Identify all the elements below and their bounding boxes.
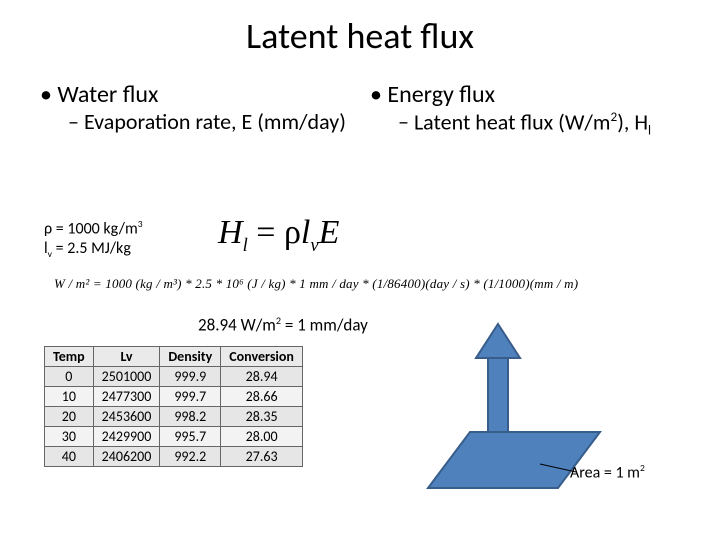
slide-title: Latent heat flux <box>0 0 720 58</box>
col-lv: Lv <box>93 347 160 367</box>
table-cell: 27.63 <box>221 447 303 467</box>
table-cell: 0 <box>45 367 94 387</box>
table-cell: 998.2 <box>160 407 221 427</box>
col-temp: Temp <box>45 347 94 367</box>
water-flux-heading: Water flux <box>40 80 350 109</box>
energy-flux-sub: Latent heat flux (W/m2), Hl <box>370 109 680 138</box>
constants-block: ρ = 1000 kg/m3 lv = 2.5 MJ/kg <box>44 218 143 261</box>
table-row: 302429900995.728.00 <box>45 427 303 447</box>
table-cell: 40 <box>45 447 94 467</box>
table-cell: 20 <box>45 407 94 427</box>
conversion-table: Temp Lv Density Conversion 02501000999.9… <box>44 346 303 467</box>
right-column: Energy flux Latent heat flux (W/m2), Hl <box>370 80 680 138</box>
table-cell: 28.00 <box>221 427 303 447</box>
eq-equals: = <box>248 214 284 251</box>
table-cell: 999.9 <box>160 367 221 387</box>
col-density: Density <box>160 347 221 367</box>
table-header-row: Temp Lv Density Conversion <box>45 347 303 367</box>
main-equation: Hl = ρlvE <box>218 214 339 257</box>
eq-E: E <box>319 214 340 251</box>
eq-rho: ρ <box>284 214 301 251</box>
conv-pre: 28.94 W/m <box>198 315 276 336</box>
table-cell: 992.2 <box>160 447 221 467</box>
conv-post: = 1 mm/day <box>281 315 368 336</box>
up-arrow-icon <box>476 324 520 432</box>
rho-sup: 3 <box>138 218 143 230</box>
flux-diagram-svg <box>380 320 680 520</box>
table-cell: 30 <box>45 427 94 447</box>
table-cell: 2477300 <box>93 387 160 407</box>
two-column-bullets: Water flux Evaporation rate, E (mm/day) … <box>0 58 720 138</box>
table-cell: 995.7 <box>160 427 221 447</box>
col-conversion: Conversion <box>221 347 303 367</box>
table-cell: 2453600 <box>93 407 160 427</box>
eq-H: H <box>218 214 243 251</box>
lv-post: = 2.5 MJ/kg <box>52 239 131 258</box>
eq-lvv: v <box>310 235 318 256</box>
table-cell: 28.35 <box>221 407 303 427</box>
table-cell: 2406200 <box>93 447 160 467</box>
table-row: 202453600998.228.35 <box>45 407 303 427</box>
area-label: Area = 1 m2 <box>570 462 645 482</box>
energy-flux-heading: Energy flux <box>370 80 680 109</box>
table-row: 102477300999.728.66 <box>45 387 303 407</box>
table-cell: 28.66 <box>221 387 303 407</box>
ef-sub-post: ), H <box>617 108 648 135</box>
lv-line: lv = 2.5 MJ/kg <box>44 239 143 260</box>
eq-lvl: l <box>301 214 310 251</box>
rho-line: ρ = 1000 kg/m3 <box>44 218 143 239</box>
flux-diagram <box>380 320 680 520</box>
table-cell: 2501000 <box>93 367 160 387</box>
left-column: Water flux Evaporation rate, E (mm/day) <box>40 80 350 138</box>
table-cell: 28.94 <box>221 367 303 387</box>
ef-sub-pre: Latent heat flux (W/m <box>414 108 611 135</box>
table-cell: 999.7 <box>160 387 221 407</box>
table-row: 402406200992.227.63 <box>45 447 303 467</box>
rho-text: ρ = 1000 kg/m <box>44 219 138 238</box>
area-sup: 2 <box>640 462 645 474</box>
unit-conversion-line: W / m² = 1000 (kg / m³) * 2.5 * 10⁶ (J /… <box>54 276 694 292</box>
table-cell: 10 <box>45 387 94 407</box>
area-pre: Area = 1 m <box>570 463 640 482</box>
conversion-label: 28.94 W/m2 = 1 mm/day <box>198 314 368 336</box>
ef-sub-subscript: l <box>648 122 651 139</box>
table-row: 02501000999.928.94 <box>45 367 303 387</box>
table-cell: 2429900 <box>93 427 160 447</box>
water-flux-sub: Evaporation rate, E (mm/day) <box>40 109 350 134</box>
